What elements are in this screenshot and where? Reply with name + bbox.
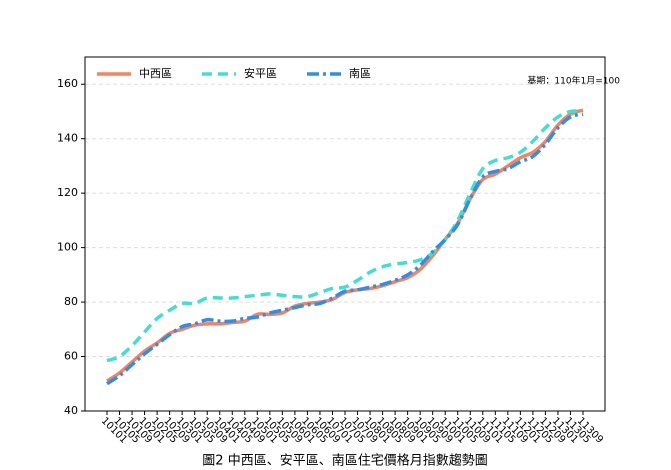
y-tick-label: 60 xyxy=(64,350,78,363)
y-tick-label: 120 xyxy=(57,186,78,199)
y-tick-label: 140 xyxy=(57,132,78,145)
annotation: 基期：110年1月=100 xyxy=(527,75,620,87)
plot-frame xyxy=(84,56,606,412)
legend-label: 南區 xyxy=(349,67,371,80)
y-tick-label: 40 xyxy=(64,404,78,417)
legend-label: 中西區 xyxy=(139,67,172,80)
series-line xyxy=(106,112,584,386)
y-tick-label: 100 xyxy=(57,241,78,254)
y-tick-label: 80 xyxy=(64,295,78,308)
chart-title: 圖2 中西區、安平區、南區住宅價格月指數趨勢圖 xyxy=(202,453,487,469)
legend-label: 安平區 xyxy=(244,66,277,80)
series-line xyxy=(106,109,584,363)
y-tick-label: 160 xyxy=(57,77,78,90)
series-line xyxy=(106,108,584,383)
